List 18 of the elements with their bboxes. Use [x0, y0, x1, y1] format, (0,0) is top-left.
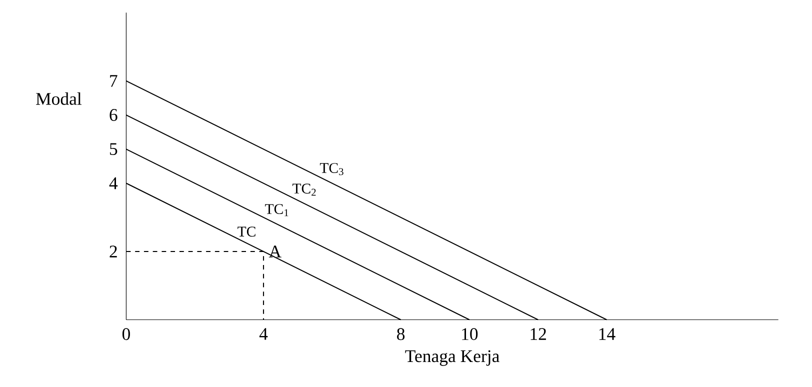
y-tick-label: 4: [109, 177, 118, 190]
x-tick-label: 8: [397, 328, 405, 340]
x-tick-label: 12: [530, 328, 546, 340]
x-axis-title: Tenaga Kerja: [405, 350, 500, 366]
x-tick-label: 10: [462, 328, 478, 340]
x-tick-label: 4: [259, 328, 268, 340]
x-tick-label: 0: [122, 328, 130, 340]
series-label: TC$_{2}$: [292, 184, 316, 196]
y-tick-label: 6: [110, 109, 118, 121]
y-tick-label: 2: [110, 246, 117, 258]
annotation: A: [268, 246, 282, 258]
series-label: TC$_{3}$: [320, 163, 344, 176]
series-label: TC$_{1}$: [265, 204, 288, 216]
y-tick-label: 7: [110, 75, 118, 87]
x-tick-label: 14: [599, 328, 616, 340]
series-label: TC: [238, 226, 256, 237]
y-axis-title: Modal: [36, 92, 82, 105]
y-tick-label: 5: [110, 143, 118, 155]
